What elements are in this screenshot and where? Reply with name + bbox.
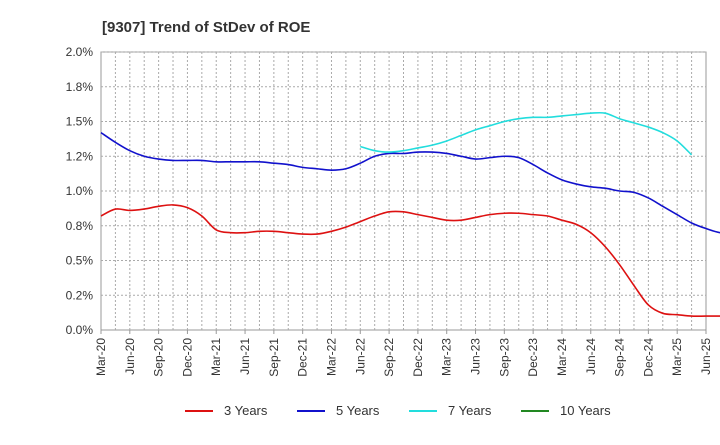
- y-axis: 0.0% 0.2% 0.5% 0.8% 1.0% 1.2% 1.5% 1.8% 2.0%: [66, 45, 94, 337]
- y-tick-label: 0.5%: [66, 254, 94, 268]
- x-tick-label: Jun-25: [699, 338, 713, 375]
- legend-label-5-years: 5 Years: [336, 403, 380, 418]
- y-tick-label: 1.5%: [66, 115, 94, 129]
- x-tick-label: Jun-24: [584, 338, 598, 375]
- x-tick-label: Dec-21: [296, 338, 310, 377]
- legend-label-10-years: 10 Years: [560, 403, 611, 418]
- series-line-3-years: [100, 204, 720, 318]
- x-tick-label: Mar-24: [555, 338, 569, 376]
- y-tick-label: 1.8%: [66, 80, 94, 94]
- x-tick-label: Sep-22: [382, 338, 396, 377]
- x-tick-label: Sep-20: [152, 338, 166, 377]
- x-tick-label: Jun-23: [469, 338, 483, 375]
- x-tick-label: Mar-25: [670, 338, 684, 376]
- legend-label-7-years: 7 Years: [448, 403, 492, 418]
- x-axis: Mar-20 Jun-20 Sep-20 Dec-20 Mar-21 Jun-21 Sep-…: [94, 330, 713, 377]
- y-tick-label: 1.0%: [66, 184, 94, 198]
- x-tick-label: Mar-23: [440, 338, 454, 376]
- x-tick-label: Dec-20: [180, 338, 194, 377]
- legend: 3 Years 5 Years 7 Years 10 Years: [185, 403, 611, 418]
- y-tick-label: 0.0%: [66, 323, 94, 337]
- y-tick-label: 0.8%: [66, 219, 94, 233]
- x-tick-label: Jun-21: [238, 338, 252, 375]
- x-tick-label: Sep-23: [497, 338, 511, 377]
- y-tick-label: 2.0%: [66, 45, 94, 59]
- x-tick-label: Dec-23: [526, 338, 540, 377]
- y-tick-label: 1.2%: [66, 149, 94, 163]
- chart-title: [9307] Trend of StDev of ROE: [102, 19, 310, 36]
- x-tick-label: Jun-20: [123, 338, 137, 375]
- x-tick-label: Mar-21: [209, 338, 223, 376]
- series-line-5-years: [100, 131, 720, 234]
- x-tick-label: Mar-22: [324, 338, 338, 376]
- x-tick-label: Dec-22: [411, 338, 425, 377]
- series-line-7-years: [360, 111, 693, 156]
- legend-label-3-years: 3 Years: [224, 403, 268, 418]
- x-tick-label: Sep-21: [267, 338, 281, 377]
- y-tick-label: 0.2%: [66, 288, 94, 302]
- x-tick-label: Mar-20: [94, 338, 108, 376]
- x-tick-label: Jun-22: [353, 338, 367, 375]
- x-tick-label: Sep-24: [613, 338, 627, 377]
- grid-lines: [101, 51, 706, 330]
- series-lines: [100, 111, 720, 318]
- x-tick-label: Dec-24: [641, 338, 655, 377]
